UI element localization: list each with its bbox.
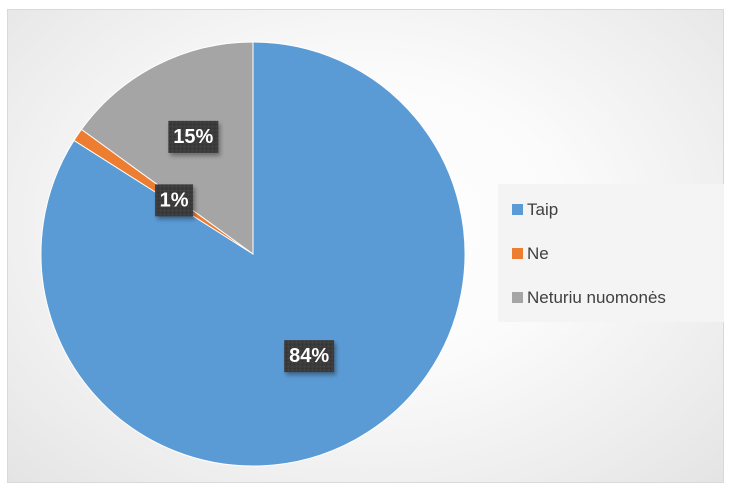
legend-item-ne: Ne <box>512 242 724 265</box>
data-label-box-ne <box>155 184 194 217</box>
data-label-text-taip: 84% <box>289 345 329 367</box>
legend-swatch-ne <box>512 248 523 259</box>
pie-slices <box>40 41 466 467</box>
legend-label-ne: Ne <box>527 243 549 263</box>
data-label-text-neturiu-nuomones: 15% <box>173 126 213 148</box>
legend: Taip Ne Neturiu nuomonės <box>498 184 724 322</box>
data-label-ne: 1% <box>155 184 194 217</box>
data-label-box-neturiu-nuomones <box>168 120 219 153</box>
legend-label-neturiu-nuomones: Neturiu nuomonės <box>527 287 666 307</box>
legend-item-taip: Taip <box>512 198 724 221</box>
legend-swatch-taip <box>512 204 523 215</box>
data-label-box-taip <box>284 340 335 373</box>
legend-swatch-neturiu-nuomones <box>512 292 523 303</box>
pie-slice-neturiu-nuomones <box>80 41 254 255</box>
chart-area: 84% 1% 15% Taip Ne Neturiu nuomonės <box>7 9 724 483</box>
pie-slice-taip <box>40 41 466 467</box>
legend-item-neturiu-nuomones: Neturiu nuomonės <box>512 286 724 309</box>
data-labels: 84% 1% 15% <box>155 120 335 373</box>
legend-label-taip: Taip <box>527 199 559 219</box>
pie-chart: 84% 1% 15% <box>40 41 466 467</box>
data-label-taip: 84% <box>284 340 335 373</box>
data-label-text-ne: 1% <box>160 189 189 211</box>
data-label-neturiu-nuomones: 15% <box>168 120 219 153</box>
